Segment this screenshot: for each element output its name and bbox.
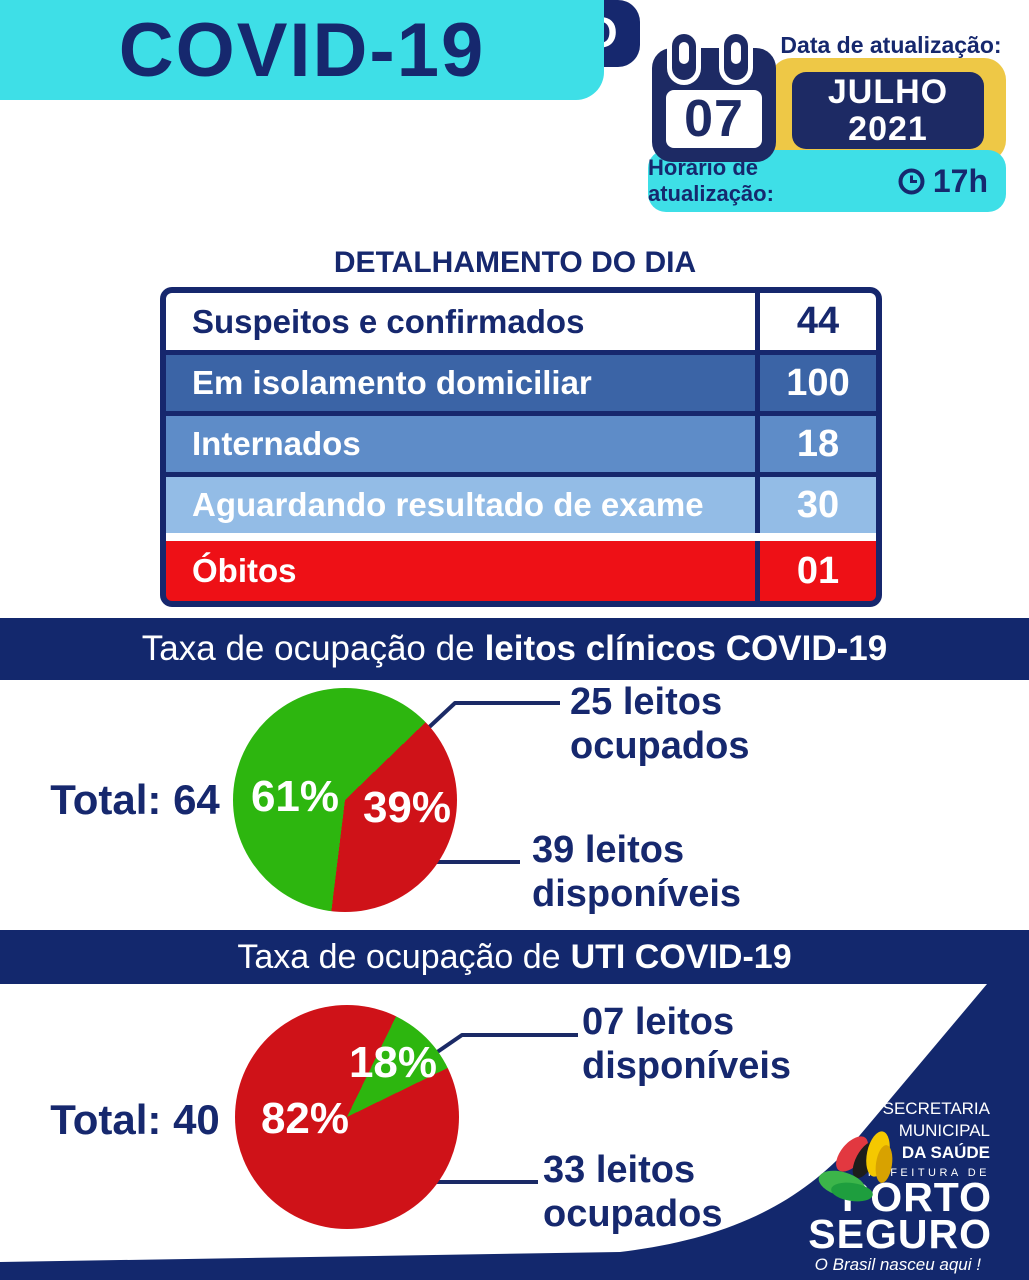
daily-detail-table: Suspeitos e confirmados 44 Em isolamento… [160,287,882,607]
logo-leaves-icon [818,1131,893,1202]
city-name: PORTO SEGURO [808,1177,992,1257]
callout-line: 25 leitos [570,681,723,723]
callout-line: disponíveis [582,1045,792,1087]
uti-footer-section: Taxa de ocupação de UTI COVID-19 Total: … [0,930,1029,1280]
pie-pct-available: 18% [348,1038,438,1087]
table-row: Óbitos 01 [166,541,876,601]
row-label: Internados [166,416,755,472]
row-label: Suspeitos e confirmados [166,293,755,350]
uti-total-label: Total: 40 [50,1096,220,1143]
calendar-ring-icon [672,34,696,80]
callout-line: 39 leitos [532,829,685,871]
clinical-banner: Taxa de ocupação de leitos clínicos COVI… [0,618,1029,680]
uti-pie-chart [235,1005,459,1229]
callout-line: 33 leitos [543,1149,696,1191]
table-row: Em isolamento domiciliar 100 [166,355,876,411]
pie-pct-occupied: 39% [362,783,452,832]
row-value: 44 [760,293,876,350]
pie-pct-available: 61% [250,772,340,821]
banner-highlight: leitos clínicos COVID-19 [484,629,888,668]
available-callout: 07 leitos disponíveis [582,1000,791,1088]
banner-prefix: Taxa de ocupação de [237,937,561,976]
row-value: 30 [760,477,876,533]
year-label: 2021 [848,109,928,148]
month-year-box: JULHO 2021 [792,72,984,149]
banner-prefix: Taxa de ocupação de [141,629,475,668]
occupied-callout: 33 leitos ocupados [543,1148,722,1236]
callout-line: disponíveis [532,873,742,915]
banner-highlight: UTI COVID-19 [570,937,792,976]
slogan: O Brasil nasceu aqui ! [815,1255,981,1275]
row-value: 18 [760,416,876,472]
covid-title: COVID-19 [118,7,486,93]
table-row: Suspeitos e confirmados 44 [166,293,876,350]
secretaria-block: SECRETARIA MUNICIPAL DA SAÚDE [883,1098,990,1164]
clock-icon [898,168,925,194]
occupied-callout: 25 leitos ocupados [570,680,749,768]
uti-banner: Taxa de ocupação de UTI COVID-19 [0,930,1029,984]
row-value: 100 [760,355,876,411]
secretaria-line: SECRETARIA [882,1099,990,1118]
row-label: Óbitos [166,541,755,601]
time-update-label: Horário de atualização: [648,155,774,206]
slogan-text: O Brasil nasceu aqui [814,1255,972,1274]
callout-line: 07 leitos [582,1001,735,1043]
day-label: 07 [684,90,744,148]
white-swoosh-shape [0,984,987,1262]
available-callout: 39 leitos disponíveis [532,828,741,916]
table-row: Internados 18 [166,416,876,472]
date-update-label: Data de atualização: [780,32,1002,58]
time-update-box: Horário de atualização: 17h [648,150,1006,212]
row-label: Aguardando resultado de exame [166,477,755,533]
callout-line: ocupados [543,1193,723,1235]
callout-line: ocupados [570,725,750,767]
secretaria-line: DA SAÚDE [901,1143,990,1162]
row-value: 01 [760,541,876,601]
slogan-mark: ! [976,1255,981,1274]
calendar-ring-icon [724,34,748,80]
daily-detail-title: DETALHAMENTO DO DIA [333,246,697,279]
clinical-total-label: Total: 64 [50,776,220,823]
secretaria-line: MUNICIPAL [898,1121,990,1140]
clinical-pie-chart [233,688,457,912]
month-label: JULHO [827,72,949,111]
row-spacer [166,533,876,541]
time-value: 17h [932,162,988,199]
calendar-day-box: 07 [666,90,762,148]
table-row: Aguardando resultado de exame 30 [166,477,876,533]
pie-pct-occupied: 82% [260,1094,350,1143]
row-label: Em isolamento domiciliar [166,355,755,411]
covid-band: COVID-19 [0,0,604,100]
city-line: SEGURO [808,1211,992,1257]
